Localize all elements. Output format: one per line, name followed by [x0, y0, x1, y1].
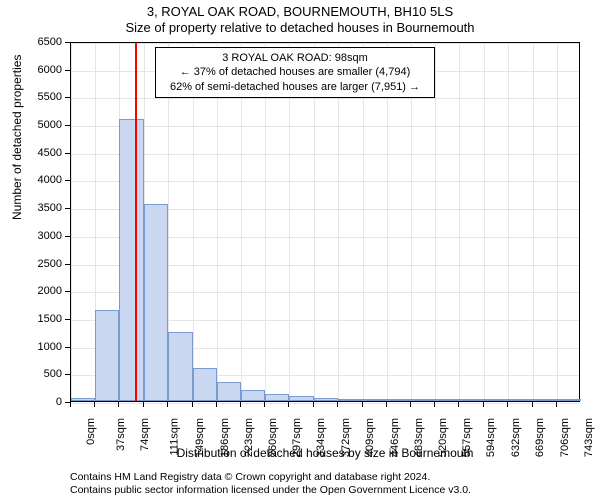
chart-subtitle: Size of property relative to detached ho… — [0, 20, 600, 38]
histogram-bar — [435, 399, 459, 401]
histogram-bar — [557, 399, 581, 401]
x-tick-mark — [434, 402, 435, 407]
y-tick-label: 2000 — [22, 285, 62, 297]
histogram-bar — [241, 390, 265, 401]
x-tick-mark — [556, 402, 557, 407]
gridline-h — [71, 98, 579, 99]
y-tick-label: 500 — [22, 368, 62, 380]
gridline-v — [557, 43, 558, 401]
y-axis-label: Number of detached properties — [10, 55, 24, 220]
y-tick-label: 6000 — [22, 64, 62, 76]
histogram-bar — [265, 394, 289, 401]
gridline-h — [71, 181, 579, 182]
x-tick-mark — [240, 402, 241, 407]
histogram-bar — [168, 332, 192, 401]
x-tick-label: 0sqm — [85, 418, 97, 445]
histogram-bar — [363, 399, 387, 401]
chart-title: 3, ROYAL OAK ROAD, BOURNEMOUTH, BH10 5LS — [0, 0, 600, 20]
annotation-line1: 3 ROYAL OAK ROAD: 98sqm — [162, 51, 428, 65]
y-tick-label: 6500 — [22, 36, 62, 48]
marker-line — [135, 43, 137, 401]
x-tick-mark — [410, 402, 411, 407]
annotation-line3: 62% of semi-detached houses are larger (… — [162, 80, 428, 94]
y-tick-label: 4500 — [22, 147, 62, 159]
x-tick-mark — [458, 402, 459, 407]
x-tick-mark — [70, 402, 71, 407]
y-tick-label: 1000 — [22, 341, 62, 353]
plot-outer: 0500100015002000250030003500400045005000… — [70, 42, 580, 402]
histogram-bar — [289, 396, 314, 401]
gridline-h — [71, 403, 579, 404]
histogram-bar — [193, 368, 217, 401]
x-tick-mark — [288, 402, 289, 407]
histogram-bar — [484, 399, 508, 401]
histogram-bar — [144, 204, 169, 401]
histogram-bar — [95, 310, 119, 401]
x-tick-mark — [216, 402, 217, 407]
y-tick-label: 1500 — [22, 313, 62, 325]
x-tick-label: 743sqm — [583, 418, 595, 457]
histogram-bar — [387, 399, 411, 401]
gridline-h — [71, 43, 579, 44]
histogram-bar — [119, 119, 143, 401]
x-tick-mark — [532, 402, 533, 407]
gridline-h — [71, 126, 579, 127]
gridline-v — [71, 43, 72, 401]
gridline-v — [508, 43, 509, 401]
histogram-bar — [508, 399, 532, 401]
chart-container: 3, ROYAL OAK ROAD, BOURNEMOUTH, BH10 5LS… — [0, 0, 600, 500]
x-tick-mark — [483, 402, 484, 407]
histogram-bar — [459, 399, 484, 401]
histogram-bar — [217, 382, 241, 401]
x-tick-mark — [143, 402, 144, 407]
y-tick-label: 3500 — [22, 202, 62, 214]
y-tick-label: 4000 — [22, 174, 62, 186]
footer: Contains HM Land Registry data © Crown c… — [70, 471, 471, 498]
x-axis-label: Distribution of detached houses by size … — [70, 446, 580, 460]
histogram-bar — [338, 399, 362, 401]
footer-line2: Contains public sector information licen… — [70, 484, 471, 498]
gridline-v — [484, 43, 485, 401]
x-tick-mark — [94, 402, 95, 407]
x-tick-mark — [118, 402, 119, 407]
annotation-box: 3 ROYAL OAK ROAD: 98sqm ← 37% of detache… — [155, 47, 435, 98]
y-tick-label: 5000 — [22, 119, 62, 131]
x-tick-mark — [337, 402, 338, 407]
histogram-bar — [411, 399, 435, 401]
annotation-line2: ← 37% of detached houses are smaller (4,… — [162, 65, 428, 79]
y-tick-label: 0 — [22, 396, 62, 408]
gridline-h — [71, 154, 579, 155]
histogram-bar — [71, 398, 95, 401]
x-tick-mark — [507, 402, 508, 407]
footer-line1: Contains HM Land Registry data © Crown c… — [70, 471, 471, 485]
gridline-v — [533, 43, 534, 401]
y-tick-label: 2500 — [22, 258, 62, 270]
x-tick-mark — [264, 402, 265, 407]
x-tick-mark — [313, 402, 314, 407]
gridline-v — [435, 43, 436, 401]
x-tick-mark — [167, 402, 168, 407]
x-tick-mark — [362, 402, 363, 407]
histogram-bar — [533, 399, 557, 401]
histogram-bar — [314, 398, 338, 401]
y-tick-label: 5500 — [22, 91, 62, 103]
y-tick-label: 3000 — [22, 230, 62, 242]
gridline-v — [459, 43, 460, 401]
x-tick-mark — [192, 402, 193, 407]
x-tick-mark — [386, 402, 387, 407]
